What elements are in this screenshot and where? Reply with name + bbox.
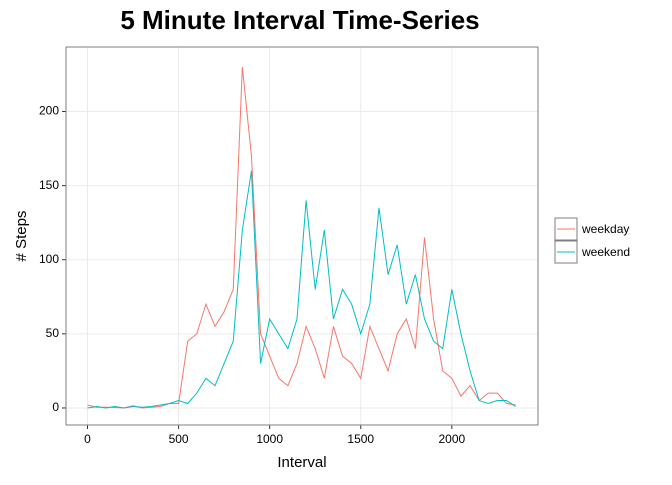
chart-title: 5 Minute Interval Time-Series xyxy=(120,5,479,35)
y-axis-title: # Steps xyxy=(13,211,30,262)
y-tick-label: 150 xyxy=(39,178,59,192)
line xyxy=(87,66,516,409)
y-tick-label: 100 xyxy=(39,252,59,266)
y-tick-label: 0 xyxy=(52,400,59,414)
x-tick-label: 500 xyxy=(169,432,189,446)
legend-label: weekend xyxy=(581,245,630,259)
x-tick-label: 2000 xyxy=(438,432,465,446)
x-axis-title: Interval xyxy=(277,454,326,471)
x-tick-label: 1500 xyxy=(347,432,374,446)
x-tick-label: 1000 xyxy=(256,432,283,446)
plot-border xyxy=(65,46,539,426)
y-tick-label: 50 xyxy=(46,326,60,340)
line xyxy=(87,170,516,409)
x-tick-label: 0 xyxy=(84,432,91,446)
plot-background xyxy=(66,47,538,425)
y-tick-label: 200 xyxy=(39,104,59,118)
legend-label: weekday xyxy=(581,222,629,236)
